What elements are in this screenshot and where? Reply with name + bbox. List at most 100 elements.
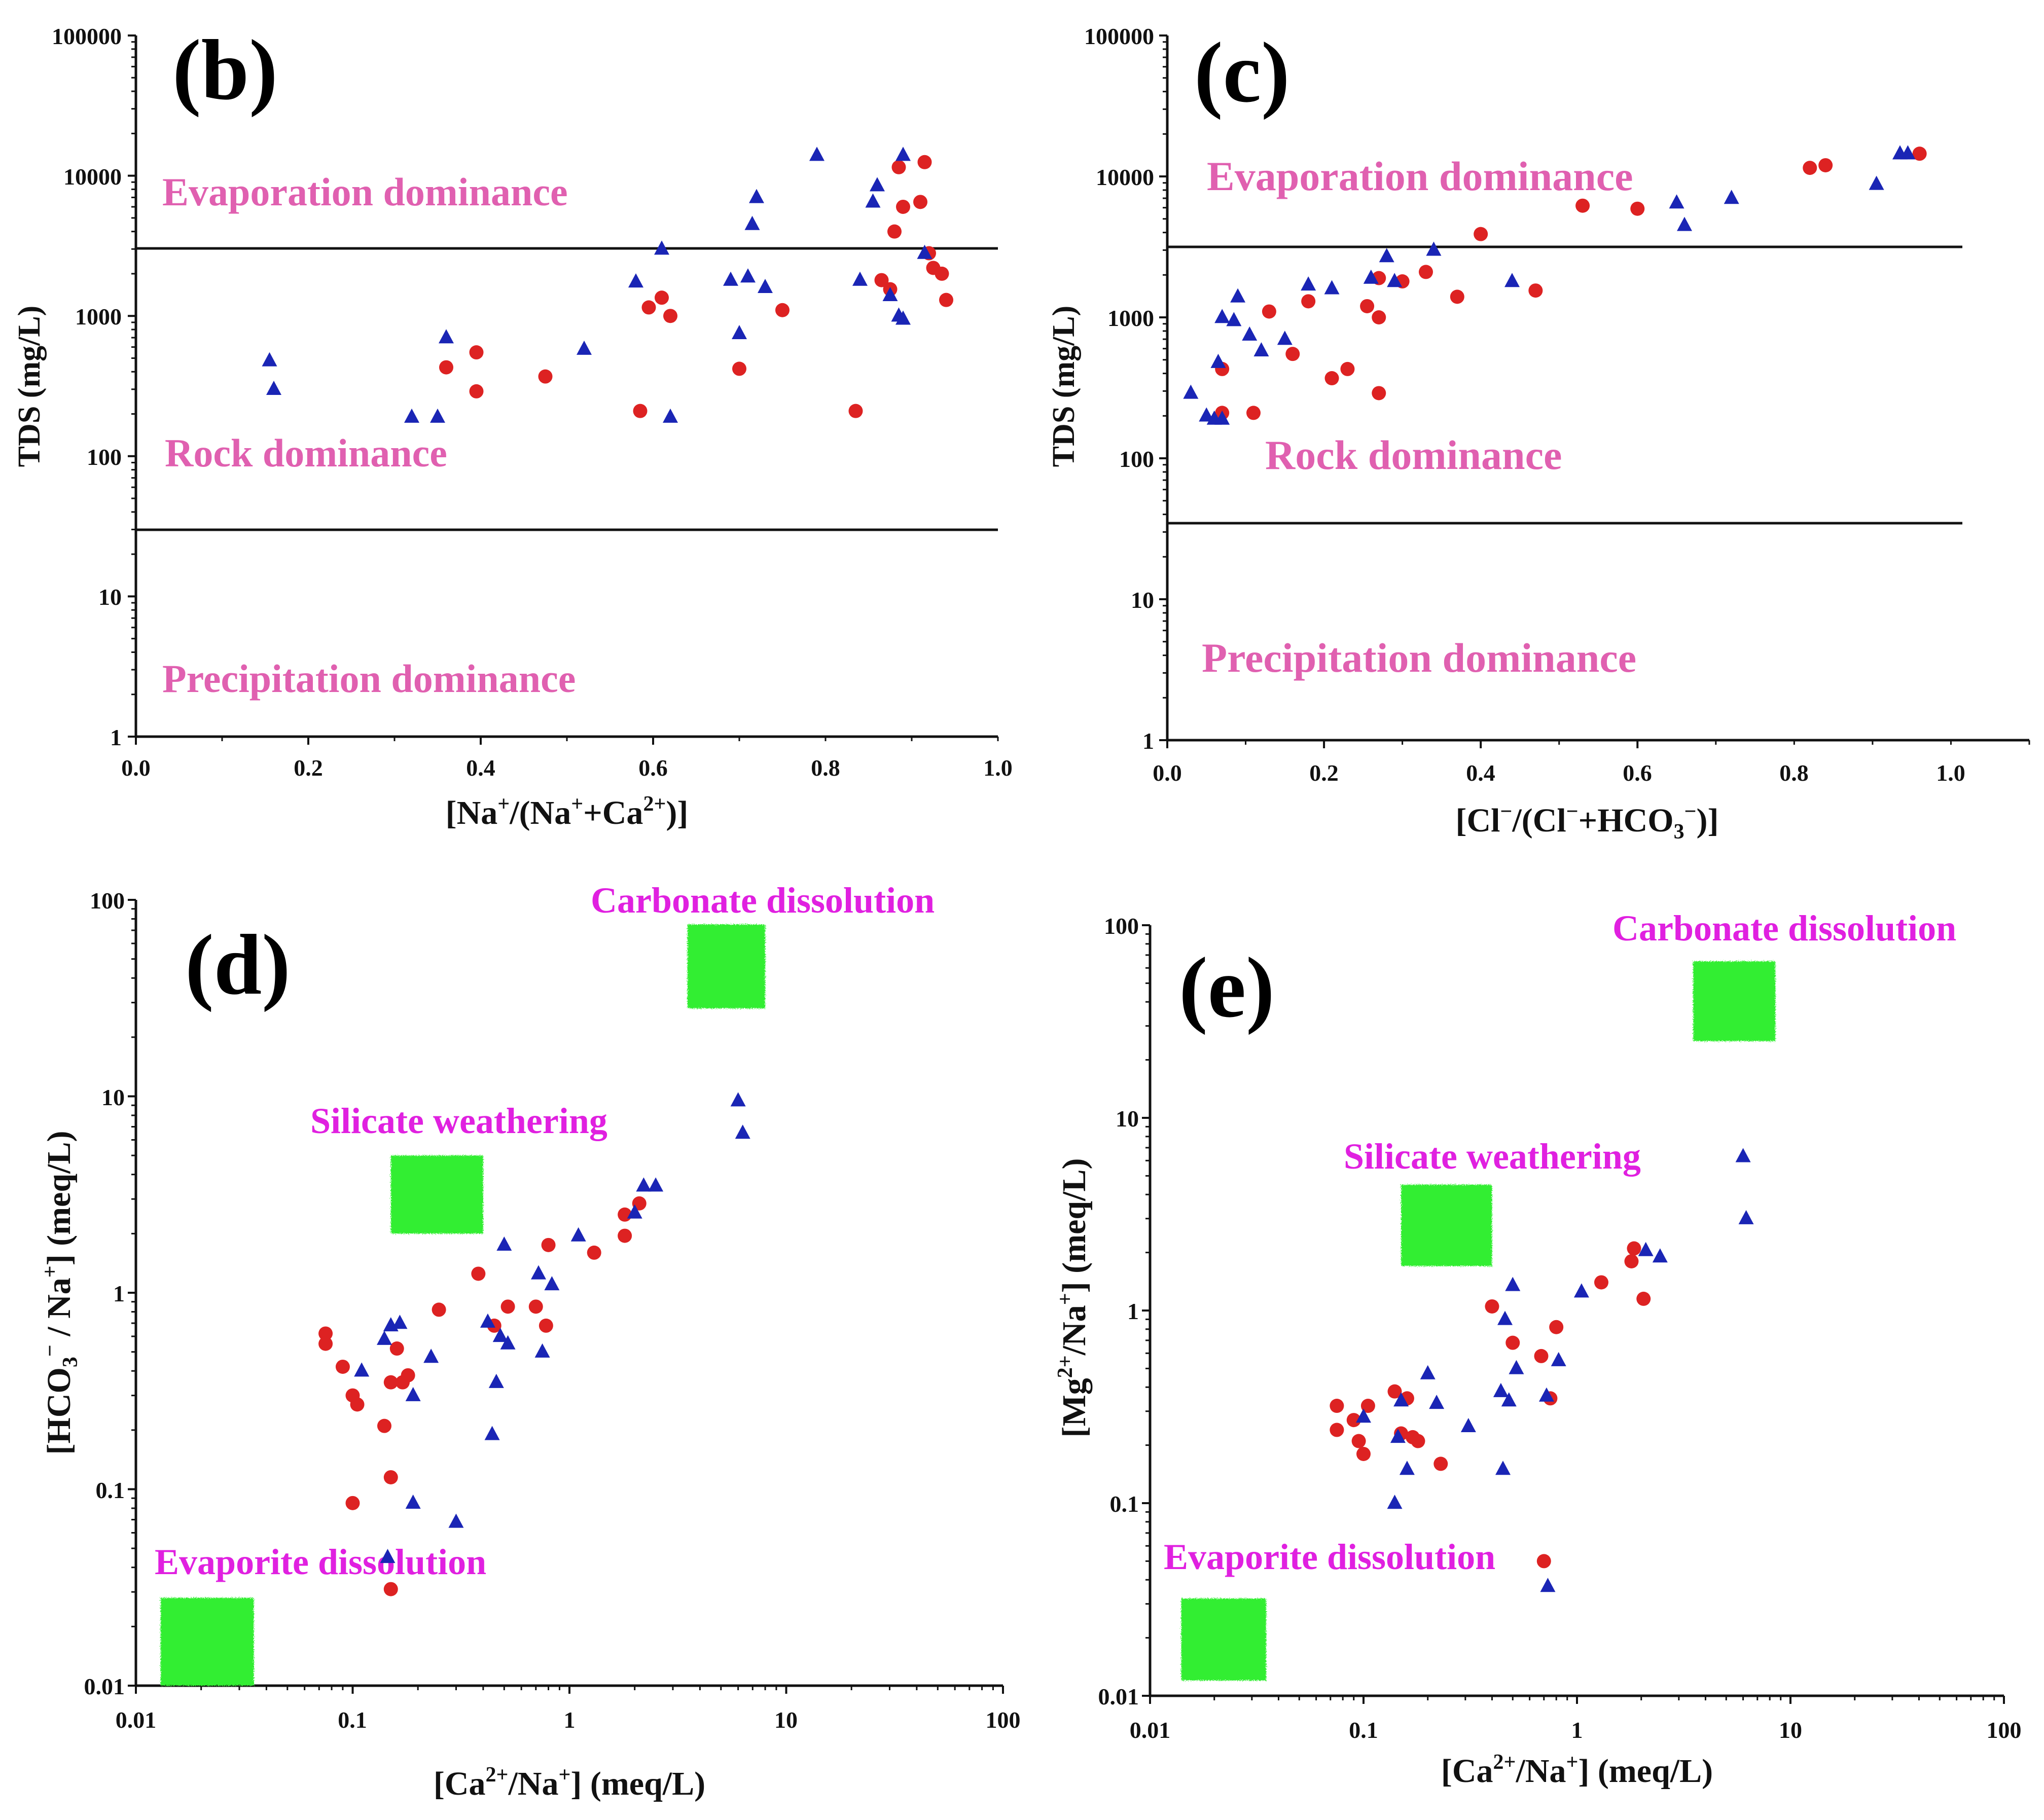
data-point-red-circle — [1627, 1241, 1641, 1256]
panel-c-region-rock: Rock dominance — [1265, 432, 1562, 478]
panel-b-ytick-labels: 1 10 100 1000 10000 100000 — [52, 23, 122, 750]
data-point-red-circle — [1528, 283, 1543, 298]
data-point-blue-triangle — [448, 1513, 464, 1528]
panel-e-box-label-silicate: Silicate weathering — [1344, 1136, 1641, 1177]
data-point-blue-triangle — [544, 1276, 560, 1291]
panel-b-xtick-label: 0.6 — [638, 755, 668, 781]
panel-c-ytick-label: 100000 — [1084, 23, 1154, 49]
panel-b-xtick-label: 1.0 — [983, 755, 1013, 781]
data-point-blue-triangle — [730, 1092, 746, 1107]
data-point-blue-triangle — [1387, 273, 1403, 287]
data-point-blue-triangle — [1573, 1283, 1589, 1298]
data-point-blue-triangle — [1390, 1429, 1406, 1443]
data-point-blue-triangle — [376, 1330, 392, 1345]
panel-c-ytick-labels: 1 10 100 1000 10000 100000 — [1084, 23, 1154, 754]
data-point-red-circle — [874, 273, 889, 287]
panel-b-letter: (b) — [172, 22, 278, 118]
data-point-blue-triangle — [1210, 353, 1226, 368]
panel-c-marks — [1183, 145, 1927, 425]
data-point-red-circle — [587, 1245, 601, 1260]
data-point-blue-triangle — [430, 408, 445, 423]
data-point-blue-triangle — [663, 408, 678, 423]
green-box-silicate — [390, 1155, 483, 1234]
data-point-red-circle — [1534, 1349, 1549, 1363]
data-point-red-circle — [469, 384, 484, 398]
data-point-red-circle — [538, 369, 553, 384]
panel-b-xtick-label: 0.2 — [294, 755, 323, 781]
data-point-blue-triangle — [1460, 1417, 1476, 1432]
data-point-blue-triangle — [1363, 269, 1379, 284]
data-point-blue-triangle — [1638, 1242, 1654, 1256]
data-point-blue-triangle — [354, 1362, 370, 1377]
data-point-blue-triangle — [1183, 384, 1199, 399]
green-box-evaporite — [160, 1597, 254, 1686]
data-point-blue-triangle — [380, 1549, 396, 1563]
data-point-red-circle — [383, 1470, 398, 1484]
panel-e-ytick-labels: 0.01 0.1 1 10 100 — [1098, 913, 1139, 1709]
panel-b-ytick-label: 1 — [110, 724, 122, 750]
data-point-blue-triangle — [870, 177, 885, 192]
data-point-blue-triangle — [392, 1315, 408, 1329]
data-point-red-circle — [1372, 386, 1386, 401]
panel-c-xtick-labels: 0.0 0.2 0.4 0.6 0.8 1.0 — [1153, 760, 1965, 786]
data-point-red-circle — [891, 160, 906, 174]
data-point-blue-triangle — [534, 1343, 550, 1358]
panel-b-ytick-label: 100000 — [52, 23, 122, 49]
data-point-red-circle — [1346, 1413, 1361, 1428]
panel-d-xtick-label: 100 — [986, 1707, 1021, 1733]
panel-c-ytick-label: 10 — [1131, 587, 1154, 613]
data-point-blue-triangle — [628, 273, 643, 288]
data-point-blue-triangle — [1505, 1277, 1521, 1291]
data-point-red-circle — [345, 1496, 360, 1510]
data-point-red-circle — [469, 345, 484, 360]
panel-d-xtick-label: 1 — [564, 1707, 576, 1733]
data-point-blue-triangle — [1226, 312, 1242, 326]
panel-c-xlabel: [Cl−/(Cl−+HCO3−)] — [1455, 800, 1718, 844]
data-point-blue-triangle — [480, 1313, 495, 1328]
data-point-red-circle — [528, 1299, 543, 1314]
data-point-red-circle — [1262, 304, 1276, 319]
data-point-blue-triangle — [577, 340, 592, 355]
data-point-blue-triangle — [1301, 276, 1316, 291]
data-point-blue-triangle — [1724, 190, 1739, 204]
data-point-red-circle — [1324, 371, 1339, 386]
panel-c: Evaporation dominance Rock dominance Pre… — [1047, 23, 2030, 844]
data-point-blue-triangle — [1420, 1365, 1436, 1379]
data-point-blue-triangle — [1356, 1408, 1371, 1423]
green-box-carbonate — [1693, 961, 1776, 1041]
data-point-red-circle — [655, 290, 669, 305]
data-point-red-circle — [1912, 147, 1927, 161]
data-point-blue-triangle — [749, 189, 764, 203]
panel-d-letter: (d) — [185, 917, 291, 1012]
data-point-blue-triangle — [500, 1335, 516, 1350]
data-point-blue-triangle — [648, 1177, 664, 1192]
data-point-blue-triangle — [882, 286, 898, 301]
panel-d-box-label-silicate: Silicate weathering — [310, 1101, 607, 1141]
panel-b-axes — [128, 34, 999, 745]
panel-e-ytick-label: 1 — [1127, 1298, 1139, 1324]
data-point-blue-triangle — [1277, 331, 1293, 345]
panel-d-ytick-labels: 0.01 0.1 1 10 100 — [84, 888, 125, 1699]
data-point-red-circle — [775, 303, 790, 317]
panel-e-ticks — [1142, 924, 2005, 1704]
data-point-blue-triangle — [735, 1124, 750, 1139]
panel-d-ylabel: [HCO3− / Na+] (meq/L) — [39, 1131, 82, 1455]
data-point-red-circle — [935, 266, 949, 281]
panel-c-region-precipitation: Precipitation dominance — [1202, 635, 1636, 681]
data-point-blue-triangle — [917, 244, 933, 259]
panel-d-ytick-label: 10 — [101, 1084, 125, 1110]
panel-c-xtick-label: 0.6 — [1623, 760, 1652, 786]
data-point-blue-triangle — [496, 1236, 512, 1251]
panel-e-xtick-label: 10 — [1779, 1717, 1802, 1743]
panel-d-ytick-label: 0.01 — [84, 1673, 125, 1699]
panel-c-ytick-label: 100 — [1119, 446, 1154, 472]
green-box-carbonate — [687, 924, 766, 1009]
panel-d-xlabel: [Ca2+/Na+] (meq/L) — [434, 1763, 705, 1802]
panel-d-xtick-label: 10 — [774, 1707, 798, 1733]
data-point-red-circle — [1301, 294, 1316, 309]
panel-b-ytick-label: 1000 — [75, 304, 122, 330]
data-point-blue-triangle — [744, 215, 760, 230]
panel-d-ytick-label: 1 — [113, 1281, 125, 1306]
data-point-blue-triangle — [1387, 1495, 1403, 1509]
